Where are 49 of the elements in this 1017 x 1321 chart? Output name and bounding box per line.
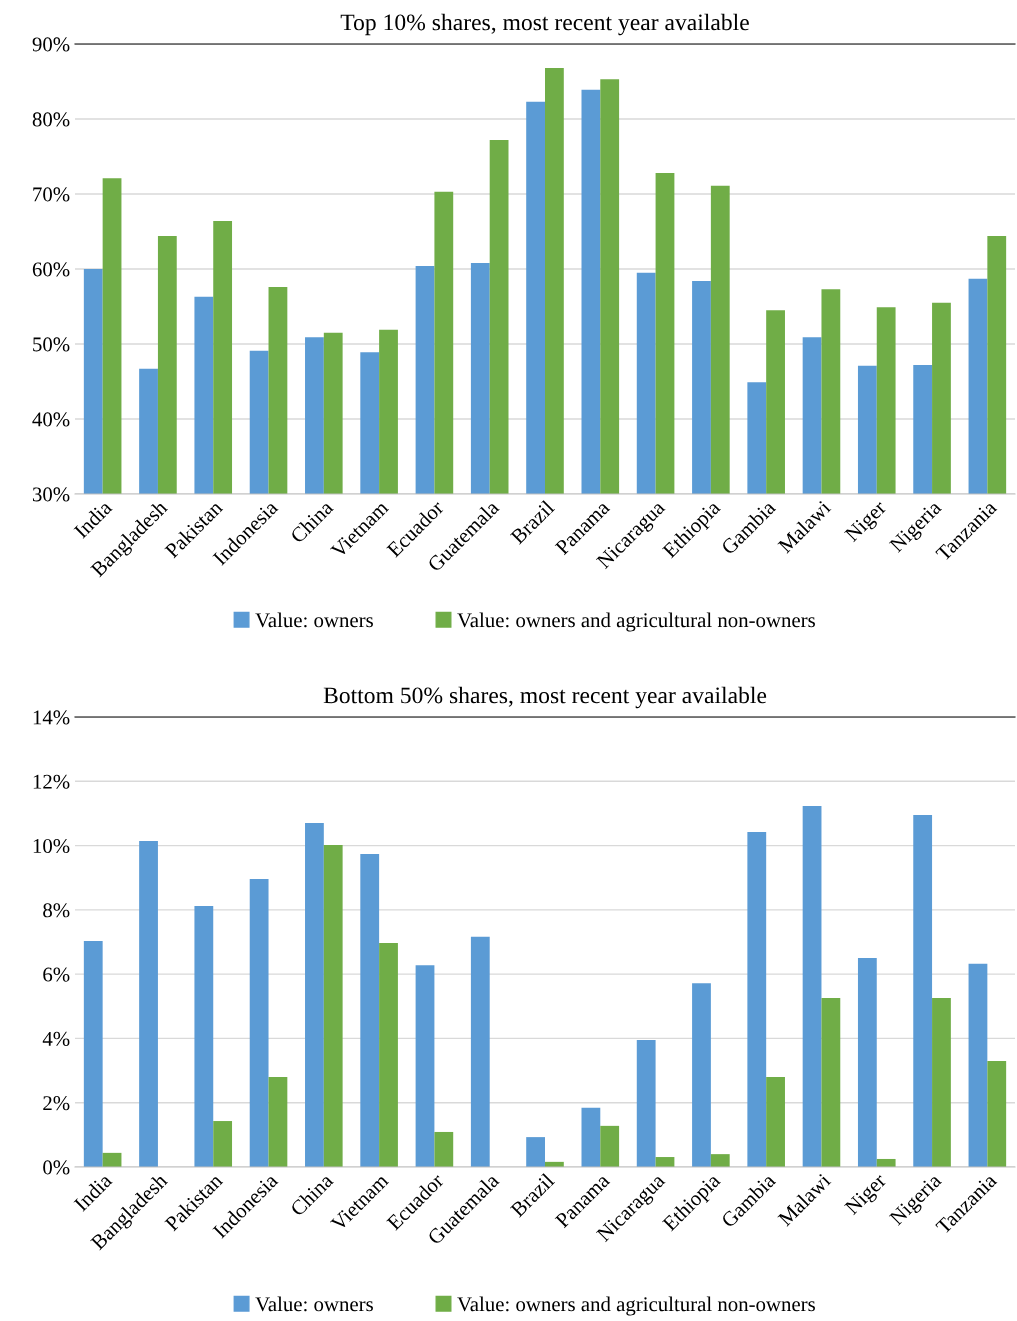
bar <box>83 941 103 1167</box>
bar <box>268 1077 288 1167</box>
y-tick-label: 6% <box>43 967 70 982</box>
bar <box>434 1131 454 1167</box>
y-tick-label: 90% <box>32 37 70 52</box>
y-tick-label: 80% <box>32 112 70 127</box>
bar <box>968 963 988 1167</box>
bar <box>636 1040 656 1167</box>
bar <box>932 997 951 1167</box>
y-tick-label: 50% <box>33 337 70 352</box>
bar <box>360 853 380 1167</box>
bar <box>987 1060 1007 1167</box>
bar <box>249 879 269 1167</box>
bar <box>139 841 158 1167</box>
bar <box>747 832 767 1167</box>
chart-title: Bottom 50% shares, most recent year available <box>323 686 767 709</box>
y-tick-label: 70% <box>33 187 70 202</box>
chart-title: Top 10% shares, most recent year available <box>340 13 749 36</box>
bar <box>802 806 822 1167</box>
y-tick-label: 30% <box>32 487 70 502</box>
legend-label: Value: owners <box>255 612 373 628</box>
bar <box>470 936 490 1167</box>
bar <box>194 906 214 1167</box>
y-tick-label: 14% <box>33 710 70 725</box>
bar <box>692 983 711 1167</box>
y-tick-label: 40% <box>32 412 70 427</box>
bar <box>305 823 324 1167</box>
y-tick-label: 8% <box>43 903 70 918</box>
y-tick-label: 10% <box>33 838 70 854</box>
legend-label: Value: owners <box>255 1296 373 1312</box>
y-tick-label: 0% <box>43 1160 70 1175</box>
bar <box>821 997 841 1167</box>
y-tick-label: 60% <box>32 262 70 277</box>
bar <box>766 1077 785 1167</box>
y-tick-label: 12% <box>33 774 70 789</box>
legend-label: Value: owners and agricultural non-owners <box>457 1296 815 1316</box>
bar <box>581 1107 601 1167</box>
legend-label: Value: owners and agricultural non-owners <box>457 612 815 632</box>
y-tick-label: 2% <box>43 1096 70 1111</box>
bar <box>710 1154 730 1167</box>
bar <box>379 942 398 1167</box>
bar <box>600 1125 620 1167</box>
bar <box>857 958 877 1167</box>
bar <box>913 815 933 1167</box>
bar <box>323 844 343 1167</box>
bar <box>213 1121 233 1167</box>
bar <box>415 965 435 1167</box>
bar <box>526 1137 545 1167</box>
y-tick-label: 4% <box>42 1031 70 1046</box>
